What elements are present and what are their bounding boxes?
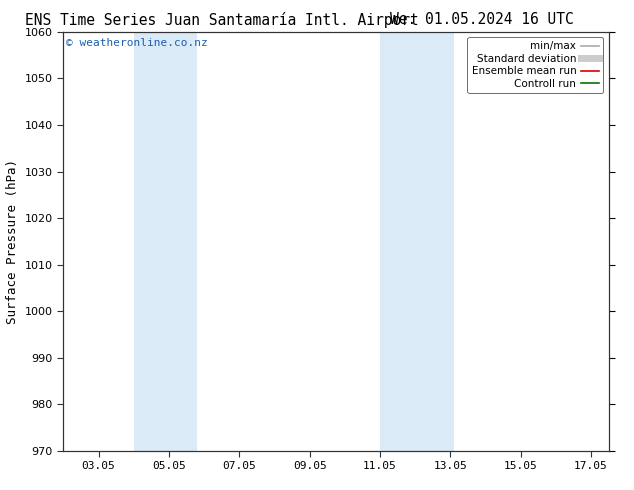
Bar [134, 32, 197, 451]
Y-axis label: Surface Pressure (hPa): Surface Pressure (hPa) [6, 159, 19, 324]
Legend: min/max, Standard deviation, Ensemble mean run, Controll run: min/max, Standard deviation, Ensemble me… [467, 37, 604, 93]
Text: We. 01.05.2024 16 UTC: We. 01.05.2024 16 UTC [390, 12, 574, 27]
Bar [380, 32, 454, 451]
Text: ENS Time Series Juan Santamaría Intl. Airport: ENS Time Series Juan Santamaría Intl. Ai… [25, 12, 419, 28]
Text: © weatheronline.co.nz: © weatheronline.co.nz [66, 38, 208, 48]
